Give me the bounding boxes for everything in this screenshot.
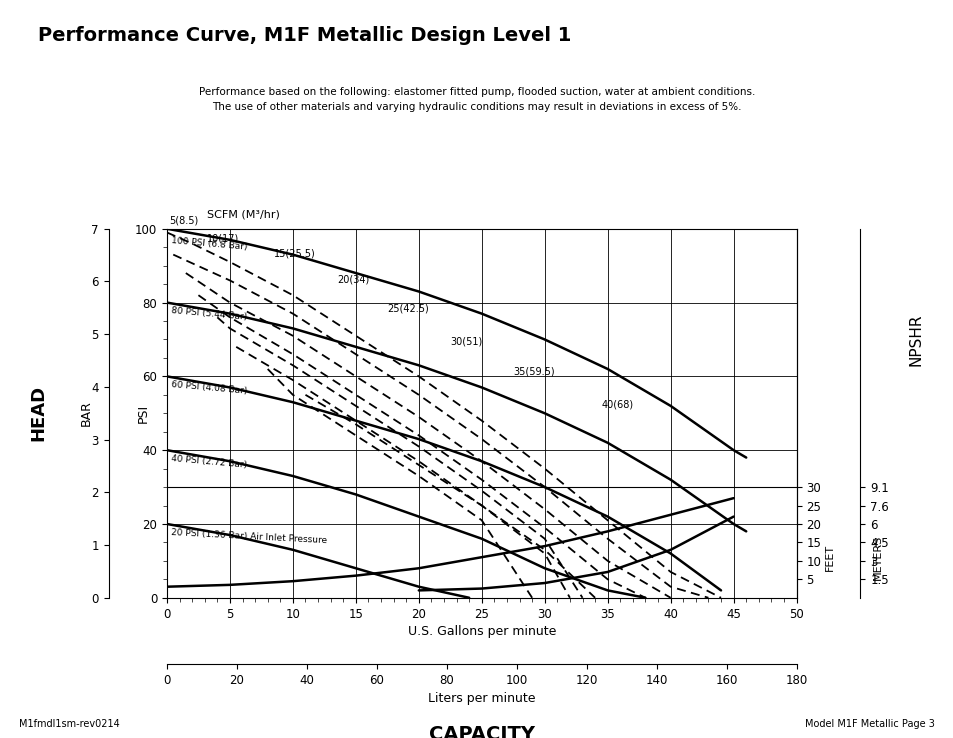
Text: 80 PSI (5.44 Bar): 80 PSI (5.44 Bar): [171, 306, 247, 322]
Text: HEAD: HEAD: [30, 385, 47, 441]
Text: BAR: BAR: [79, 400, 92, 427]
Text: 20 PSI (1.36 Bar) Air Inlet Pressure: 20 PSI (1.36 Bar) Air Inlet Pressure: [171, 528, 327, 545]
Text: 10(17): 10(17): [207, 233, 239, 244]
Text: M1fmdl1sm-rev0214: M1fmdl1sm-rev0214: [19, 719, 120, 729]
Text: 35(59.5): 35(59.5): [513, 366, 555, 376]
X-axis label: U.S. Gallons per minute: U.S. Gallons per minute: [407, 624, 556, 638]
Text: 100 PSI (6.8 Bar): 100 PSI (6.8 Bar): [171, 236, 248, 252]
Text: 5(8.5): 5(8.5): [170, 215, 198, 225]
Text: 40(68): 40(68): [600, 399, 633, 410]
Text: 25(42.5): 25(42.5): [387, 303, 429, 314]
Text: The use of other materials and varying hydraulic conditions may result in deviat: The use of other materials and varying h…: [212, 102, 741, 112]
Text: 30(51): 30(51): [450, 337, 482, 347]
Text: Performance based on the following: elastomer fitted pump, flooded suction, wate: Performance based on the following: elas…: [198, 87, 755, 97]
X-axis label: Liters per minute: Liters per minute: [428, 692, 535, 706]
Text: Model M1F Metallic Page 3: Model M1F Metallic Page 3: [804, 719, 934, 729]
Text: CAPACITY: CAPACITY: [428, 725, 535, 738]
Text: METERS: METERS: [872, 534, 882, 580]
Text: 40 PSI (2.72 Bar): 40 PSI (2.72 Bar): [171, 454, 247, 469]
Text: NPSHR: NPSHR: [907, 313, 923, 366]
Text: FEET: FEET: [824, 544, 834, 570]
Text: PSI: PSI: [136, 404, 150, 423]
Text: 60 PSI (4.08 Bar): 60 PSI (4.08 Bar): [171, 380, 247, 396]
Text: Performance Curve, M1F Metallic Design Level 1: Performance Curve, M1F Metallic Design L…: [38, 26, 571, 45]
Text: SCFM (M³/hr): SCFM (M³/hr): [207, 210, 280, 220]
Text: 20(34): 20(34): [336, 274, 369, 284]
Text: 15(25.5): 15(25.5): [274, 248, 315, 258]
